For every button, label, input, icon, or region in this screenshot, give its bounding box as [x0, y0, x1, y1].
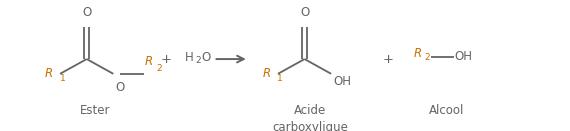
Text: 1: 1 [278, 74, 283, 83]
Text: R: R [145, 55, 153, 69]
Text: 2: 2 [156, 64, 162, 73]
Text: R: R [263, 67, 271, 80]
Text: Alcool: Alcool [429, 105, 465, 118]
Text: O: O [115, 81, 124, 94]
Text: R: R [413, 47, 422, 60]
Text: +: + [383, 53, 394, 66]
Text: 2: 2 [196, 56, 201, 65]
Text: Acide: Acide [294, 105, 326, 118]
Text: O: O [82, 6, 91, 19]
Text: 1: 1 [59, 74, 66, 83]
Text: OH: OH [333, 75, 351, 88]
Text: O: O [201, 51, 210, 64]
Text: +: + [161, 53, 172, 66]
Text: carboxylique: carboxylique [272, 121, 348, 131]
Text: O: O [300, 6, 309, 19]
Text: 2: 2 [425, 53, 430, 62]
Text: OH: OH [455, 50, 473, 63]
Text: H: H [185, 51, 193, 64]
Text: Ester: Ester [80, 105, 111, 118]
Text: R: R [44, 67, 53, 80]
